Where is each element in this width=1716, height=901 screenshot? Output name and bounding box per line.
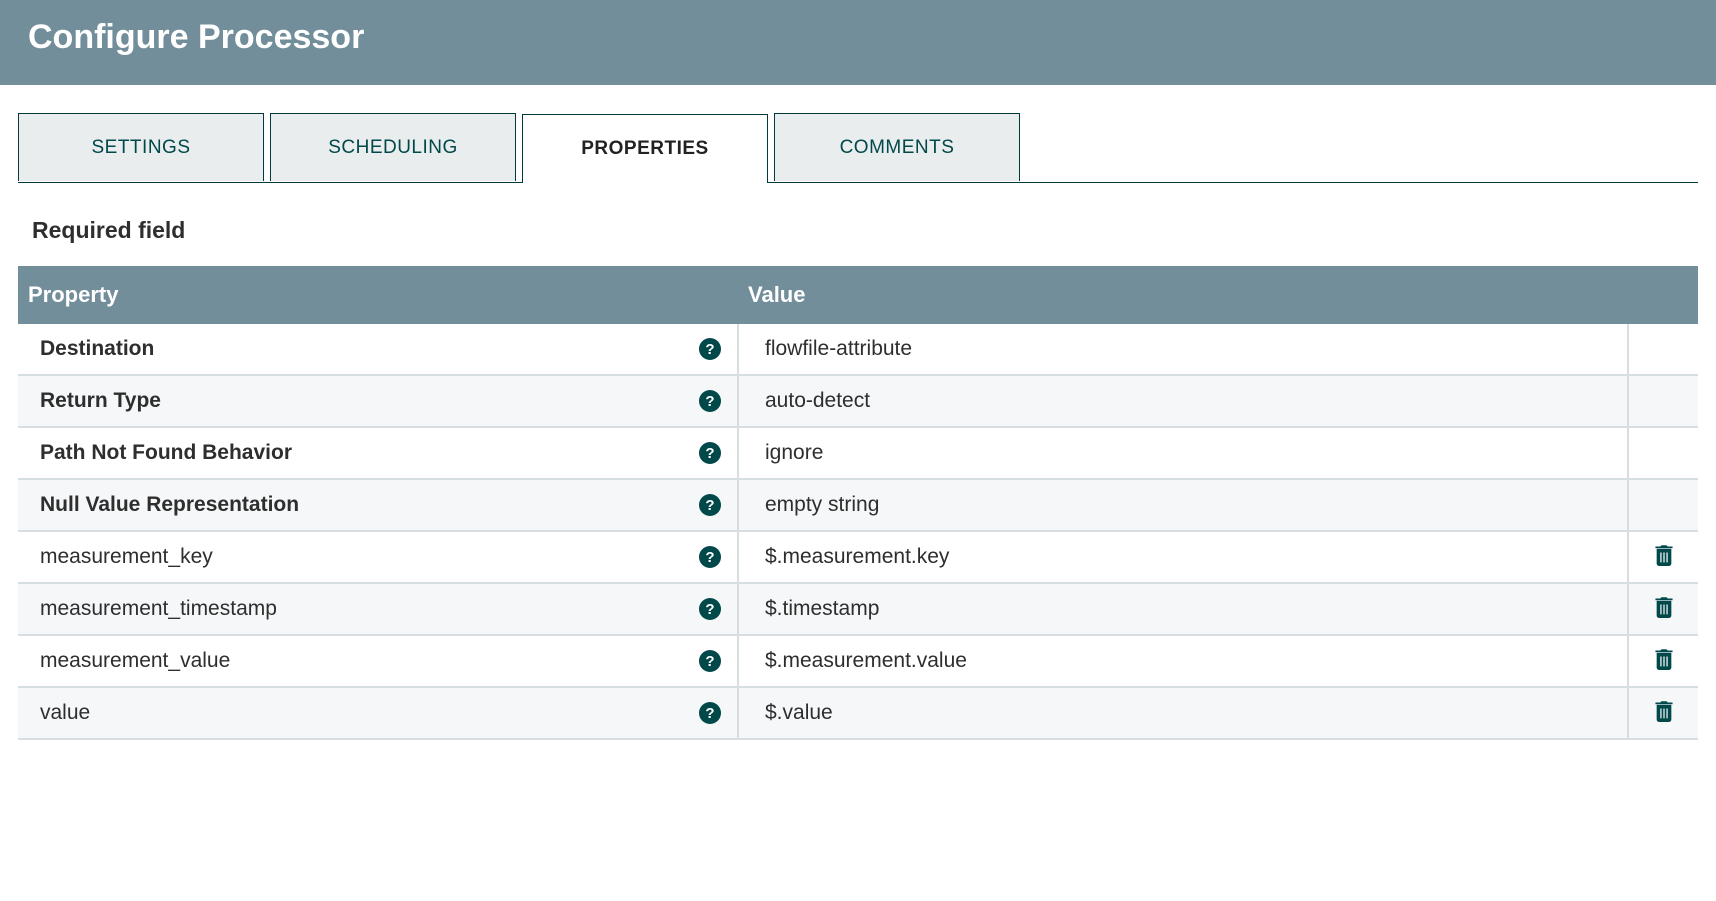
column-header-action [1628,266,1698,324]
property-value: flowfile-attribute [765,337,912,360]
table-body: Destination? flowfile-attribute Return Typ… [18,324,1698,739]
tab-properties[interactable]: PROPERTIES [522,114,768,183]
property-value-cell[interactable]: auto-detect [738,375,1628,427]
table-row: Return Type? auto-detect [18,375,1698,427]
help-icon[interactable]: ? [699,338,721,360]
table-row: Destination? flowfile-attribute [18,324,1698,375]
column-header-value: Value [738,266,1628,324]
property-action-cell [1628,531,1698,583]
tab-label: COMMENTS [840,137,955,159]
property-value: $.value [765,701,833,724]
property-value: $.timestamp [765,597,879,620]
delete-icon[interactable] [1655,544,1673,566]
table-row: Null Value Representation? empty string [18,479,1698,531]
property-name-cell[interactable]: measurement_key? [18,531,738,583]
tab-label: SETTINGS [91,137,190,159]
table-header-row: Property Value [18,266,1698,324]
property-name: Destination [40,337,154,360]
property-value: auto-detect [765,389,870,412]
table-row: measurement_timestamp? $.timestamp [18,583,1698,635]
property-action-cell [1628,375,1698,427]
property-value-cell[interactable]: flowfile-attribute [738,324,1628,375]
property-action-cell [1628,687,1698,739]
help-icon[interactable]: ? [699,650,721,672]
property-name: value [40,701,90,724]
column-header-property: Property [18,266,738,324]
help-icon[interactable]: ? [699,546,721,568]
dialog-content: SETTINGS SCHEDULING PROPERTIES COMMENTS Req… [0,113,1716,740]
tab-label: PROPERTIES [581,138,708,160]
properties-table: Property Value Destination? flowfile-attr… [18,266,1698,740]
tab-bar: SETTINGS SCHEDULING PROPERTIES COMMENTS [18,113,1698,183]
property-name: Return Type [40,389,161,412]
property-name-cell[interactable]: measurement_value? [18,635,738,687]
dialog-header: Configure Processor [0,0,1716,85]
property-value-cell[interactable]: empty string [738,479,1628,531]
help-icon[interactable]: ? [699,598,721,620]
property-action-cell [1628,635,1698,687]
property-action-cell [1628,583,1698,635]
property-name: measurement_key [40,545,213,568]
help-icon[interactable]: ? [699,702,721,724]
help-icon[interactable]: ? [699,390,721,412]
required-field-label: Required field [32,217,1698,244]
property-action-cell [1628,427,1698,479]
property-name-cell[interactable]: value? [18,687,738,739]
tab-settings[interactable]: SETTINGS [18,113,264,181]
property-name-cell[interactable]: Path Not Found Behavior? [18,427,738,479]
property-name: measurement_timestamp [40,597,277,620]
property-name-cell[interactable]: Return Type? [18,375,738,427]
tab-comments[interactable]: COMMENTS [774,113,1020,181]
property-name: measurement_value [40,649,230,672]
property-value-cell[interactable]: $.measurement.value [738,635,1628,687]
delete-icon[interactable] [1655,596,1673,618]
delete-icon[interactable] [1655,700,1673,722]
property-value: $.measurement.key [765,545,949,568]
table-row: value? $.value [18,687,1698,739]
property-value-cell[interactable]: $.value [738,687,1628,739]
tab-scheduling[interactable]: SCHEDULING [270,113,516,181]
table-row: measurement_key? $.measurement.key [18,531,1698,583]
property-action-cell [1628,324,1698,375]
property-name-cell[interactable]: Destination? [18,324,738,375]
property-value: ignore [765,441,823,464]
property-value: empty string [765,493,879,516]
tab-label: SCHEDULING [328,137,458,159]
dialog-title: Configure Processor [28,18,1688,57]
property-name: Path Not Found Behavior [40,441,292,464]
property-action-cell [1628,479,1698,531]
delete-icon[interactable] [1655,648,1673,670]
property-name-cell[interactable]: Null Value Representation? [18,479,738,531]
property-value: $.measurement.value [765,649,967,672]
property-value-cell[interactable]: $.timestamp [738,583,1628,635]
property-value-cell[interactable]: ignore [738,427,1628,479]
property-value-cell[interactable]: $.measurement.key [738,531,1628,583]
help-icon[interactable]: ? [699,494,721,516]
table-row: measurement_value? $.measurement.value [18,635,1698,687]
table-row: Path Not Found Behavior? ignore [18,427,1698,479]
property-name: Null Value Representation [40,493,299,516]
property-name-cell[interactable]: measurement_timestamp? [18,583,738,635]
help-icon[interactable]: ? [699,442,721,464]
